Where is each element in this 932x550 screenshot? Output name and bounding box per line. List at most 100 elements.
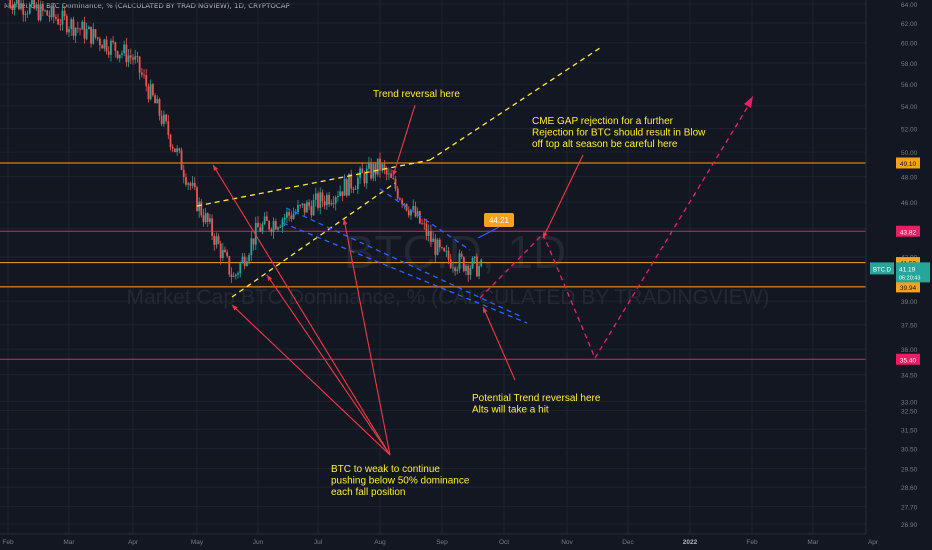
level-price-tag-label: 35.40 <box>900 357 917 364</box>
candle-body <box>438 239 441 248</box>
candle-body <box>65 16 68 33</box>
candle-body <box>432 238 435 242</box>
candle-body <box>221 249 224 259</box>
arrow-cme-gap-head <box>543 232 548 238</box>
candle-body <box>465 265 467 272</box>
time-axis-tick-label: Mar <box>807 539 819 546</box>
price-axis-tick-label: 46.00 <box>901 200 918 207</box>
candle-body <box>171 146 174 149</box>
candle-body <box>454 267 456 272</box>
candle-body <box>394 178 397 189</box>
candle-body <box>473 256 476 258</box>
callout-price-box <box>484 213 514 227</box>
candle-body <box>283 217 286 220</box>
candle-body <box>356 177 359 189</box>
candle-body <box>259 227 262 232</box>
level-price-tag <box>896 225 920 237</box>
candle-body <box>187 183 190 185</box>
time-axis-tick-label: Nov <box>561 539 573 546</box>
price-axis-tick-label: 34.50 <box>901 373 918 380</box>
candle-body <box>467 265 470 275</box>
candle-body <box>52 6 55 18</box>
candle-body <box>476 256 478 277</box>
candle-body <box>348 173 350 196</box>
arrow-cme-gap <box>542 154 584 239</box>
candle-body <box>165 114 168 122</box>
candle-body <box>211 218 213 236</box>
wedge-upper-extension <box>429 47 601 161</box>
candle-body <box>87 26 90 30</box>
candle-body <box>352 188 355 190</box>
candle-body <box>81 21 84 30</box>
chart-header-title: Market Cap BTC Dominance, % (CALCULATED … <box>4 2 290 10</box>
candle-body <box>79 28 81 30</box>
annotation-cme-gap: off top alt season be careful here <box>532 139 678 150</box>
candle-body <box>418 211 421 224</box>
candle-body <box>17 0 20 10</box>
candle-body <box>449 259 452 268</box>
arrow-btc-weak-2-head <box>232 305 238 311</box>
arrow-potential-reversal-head <box>483 307 488 313</box>
candle-body <box>297 205 299 212</box>
candle-body <box>145 75 148 87</box>
candle-body <box>41 3 44 11</box>
candle-body <box>314 193 317 200</box>
candle-body <box>200 201 203 216</box>
candle-body <box>305 202 308 213</box>
candle-body <box>319 192 322 208</box>
candle-body <box>452 267 454 269</box>
candle-body <box>285 212 288 218</box>
candle-body <box>368 163 370 169</box>
arrow-btc-weak-3 <box>266 274 391 456</box>
candle-body <box>299 205 302 206</box>
candle-body <box>182 169 185 178</box>
candle-body <box>154 95 156 104</box>
candle-body <box>268 220 271 230</box>
candle-body <box>48 15 51 18</box>
candle-body <box>85 29 88 39</box>
candle-body <box>232 276 235 277</box>
candle-body <box>70 19 73 30</box>
candle-body <box>230 274 233 277</box>
candle-body <box>263 216 266 225</box>
candle-body <box>13 3 16 10</box>
level-price-tag-label: 39.94 <box>900 285 917 292</box>
candle-body <box>94 29 97 38</box>
candle-body <box>110 40 112 55</box>
candle-body <box>407 210 410 216</box>
candle-body <box>90 26 92 44</box>
candle-body <box>250 238 253 256</box>
price-axis-tick-label: 32.50 <box>901 409 918 416</box>
candle-body <box>252 238 255 245</box>
time-axis-bg <box>0 534 932 550</box>
candle-body <box>303 203 306 213</box>
candle-body <box>59 24 62 26</box>
candle-body <box>359 168 361 178</box>
candle-body <box>63 10 66 17</box>
candle-body <box>158 99 161 116</box>
candle-body <box>436 239 439 255</box>
candle-body <box>83 21 86 39</box>
annotation-btc-weak: pushing below 50% dominance <box>331 476 470 487</box>
candle-body <box>174 148 176 152</box>
projection-up-leg <box>479 233 544 299</box>
candle-body <box>345 178 348 196</box>
candle-body <box>354 188 357 190</box>
candle-body <box>96 37 99 39</box>
time-axis-tick-label: Feb <box>2 539 14 546</box>
candle-body <box>46 10 49 16</box>
candle-body <box>339 191 342 196</box>
candle-body <box>134 56 137 60</box>
level-price-tag <box>896 157 920 169</box>
current-price-countdown: 06:20:43 <box>899 275 920 281</box>
price-axis-tick-label: 56.00 <box>901 82 918 89</box>
price-axis-tick-label: 29.50 <box>901 467 918 474</box>
candle-body <box>381 164 384 171</box>
candle-body <box>414 206 417 217</box>
price-axis-tick-label: 50.00 <box>901 150 918 157</box>
candle-body <box>143 74 145 76</box>
time-axis-tick-label: 2022 <box>683 539 698 546</box>
candle-body <box>213 235 216 245</box>
candle-body <box>11 5 14 10</box>
